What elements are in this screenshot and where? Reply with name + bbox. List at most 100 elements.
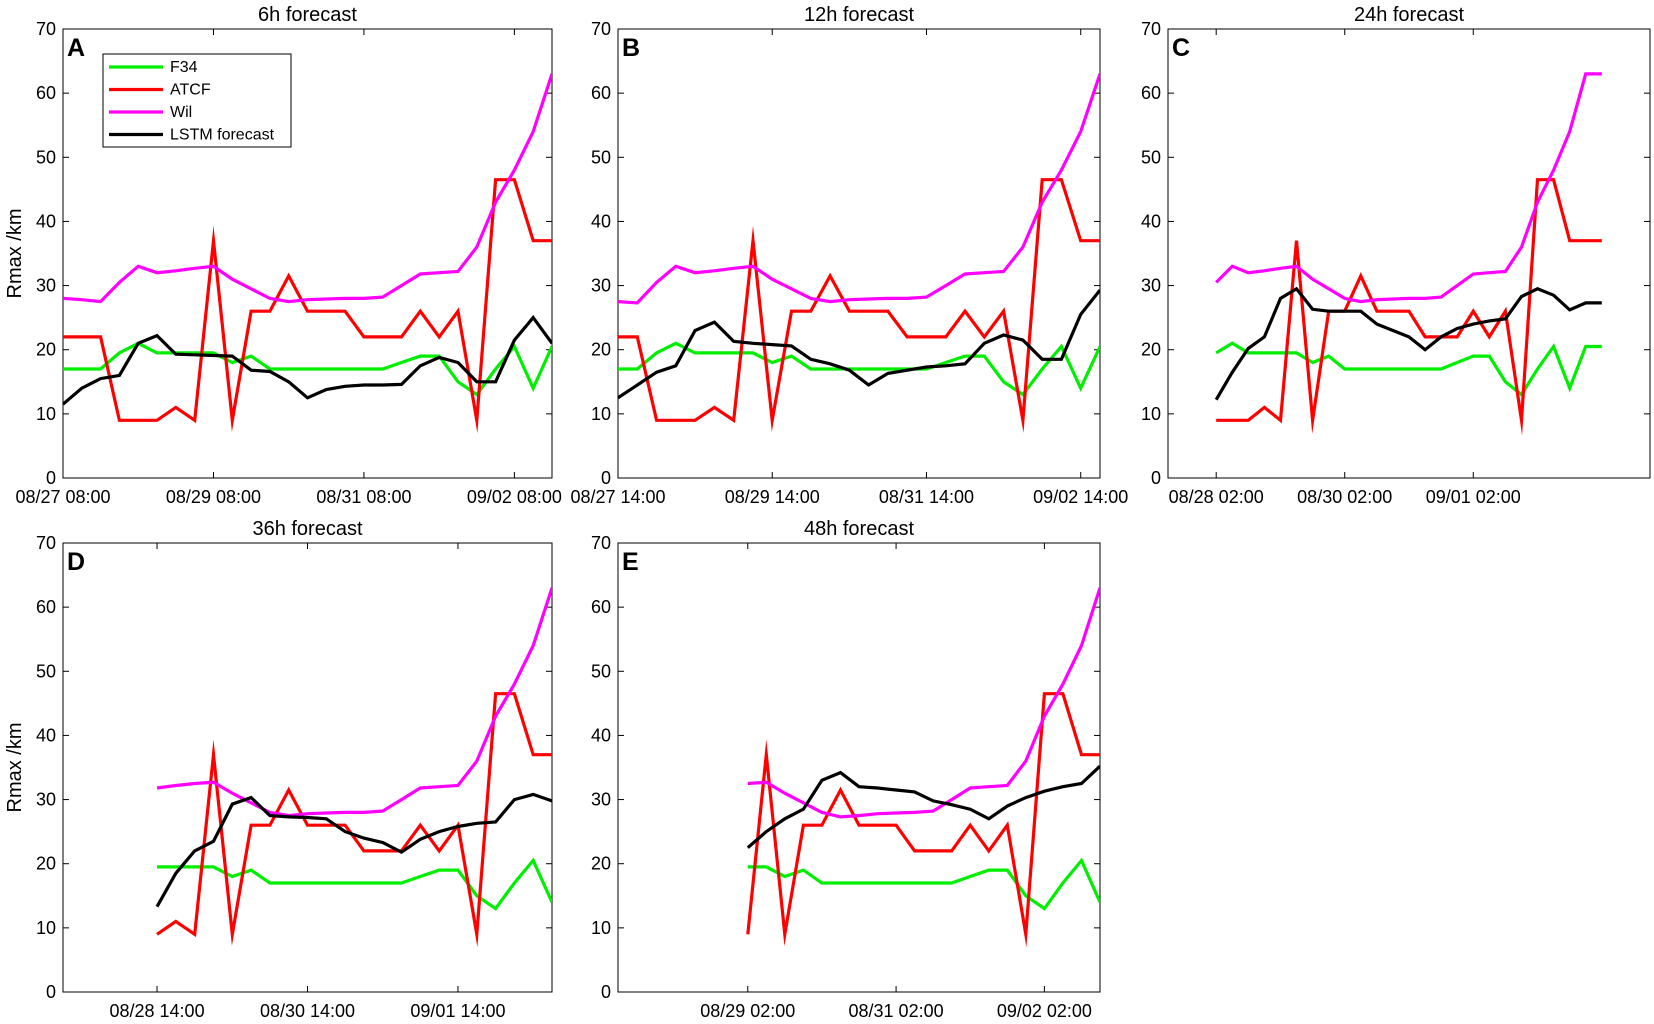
panel-d: 36h forecast 0 10 20 30 40 50 60 70 08/28 14:00 08… (4, 518, 553, 1021)
x-tick-label: 08/30 02:00 (1297, 487, 1392, 507)
y-tick-label: 10 (591, 404, 611, 424)
y-tick-label: 70 (36, 533, 56, 553)
x-tick-label: 08/28 02:00 (1169, 487, 1264, 507)
y-tick-label: 30 (591, 790, 611, 810)
series-line-wil (63, 73, 552, 304)
series-line-lstm-forecast (746, 765, 1100, 849)
y-tick-label: 50 (36, 661, 56, 681)
panel-title: 6h forecast (258, 4, 357, 26)
panel-b: 12h forecast 0 10 20 30 40 50 60 70 08/27 14:00 08… (570, 4, 1128, 507)
y-tick-label: 40 (591, 725, 611, 745)
legend-box (102, 53, 292, 148)
series-line-lstm-forecast (1214, 286, 1602, 401)
y-tick-label: 30 (36, 790, 56, 810)
y-tick-label: 10 (1141, 404, 1161, 424)
y-tick-label: 30 (1141, 276, 1161, 296)
y-axis-label: Rmax /km (4, 723, 26, 813)
x-tick-label: 09/02 02:00 (997, 1001, 1092, 1021)
series-line-atcf (1216, 178, 1602, 436)
panel-title: 36h forecast (252, 518, 363, 540)
y-tick-label: 20 (36, 854, 56, 874)
series-line-atcf (618, 178, 1100, 433)
series-line-atcf (156, 692, 552, 948)
x-tick-label: 08/27 14:00 (570, 487, 665, 507)
panel-letter: D (67, 548, 85, 576)
y-tick-label: 50 (36, 147, 56, 167)
series-line-lstm-forecast (618, 289, 1100, 400)
series-line-lstm-forecast (155, 792, 552, 908)
y-tick-label: 70 (591, 533, 611, 553)
series-line-f34 (747, 857, 1100, 911)
panel-title: 48h forecast (804, 518, 915, 540)
y-tick-label: 10 (36, 918, 56, 938)
x-tick-label: 08/28 14:00 (109, 1001, 204, 1021)
x-tick-label: 09/01 02:00 (1426, 487, 1521, 507)
y-tick-label: 20 (36, 340, 56, 360)
series-line-f34 (1215, 341, 1602, 397)
x-tick-label: 09/02 08:00 (467, 487, 562, 507)
x-tick-label: 08/29 02:00 (700, 1001, 795, 1021)
y-tick-label: 30 (591, 276, 611, 296)
panel-title: 12h forecast (804, 4, 915, 26)
axes-box (62, 28, 553, 479)
panel-title: 24h forecast (1354, 4, 1465, 26)
legend-label: F34 (170, 59, 198, 76)
panel-a: 6h forecast 0 10 20 30 40 50 60 70 08/27 08:00 08/… (4, 4, 562, 507)
y-tick-label: 50 (591, 147, 611, 167)
series-group (63, 73, 552, 434)
series-group (746, 587, 1100, 948)
y-tick-label: 0 (46, 468, 56, 488)
y-tick-label: 10 (591, 918, 611, 938)
y-tick-label: 0 (1151, 468, 1161, 488)
y-tick-label: 60 (591, 83, 611, 103)
series-line-f34 (157, 857, 552, 911)
y-tick-label: 50 (591, 661, 611, 681)
y-tick-label: 40 (36, 725, 56, 745)
y-axis-label: Rmax /km (4, 209, 26, 299)
y-tick-label: 0 (601, 468, 611, 488)
panel-c: 24h forecast 0 10 20 30 40 50 60 70 08/28 02:00 08… (1141, 4, 1651, 507)
series-line-wil (747, 587, 1100, 819)
x-tick-label: 08/27 08:00 (15, 487, 110, 507)
y-tick-label: 70 (36, 19, 56, 39)
x-tick-label: 08/31 08:00 (316, 487, 411, 507)
series-line-atcf (63, 178, 552, 434)
series-line-wil (1215, 72, 1602, 304)
y-tick-label: 60 (36, 597, 56, 617)
x-tick-label: 08/30 14:00 (260, 1001, 355, 1021)
panel-letter: C (1172, 34, 1190, 62)
y-tick-label: 40 (36, 211, 56, 231)
series-group (155, 587, 552, 948)
y-tick-label: 60 (1141, 83, 1161, 103)
y-tick-label: 0 (601, 982, 611, 1002)
y-tick-label: 40 (591, 211, 611, 231)
series-group (618, 73, 1100, 433)
series-line-wil (156, 587, 552, 818)
panel-letter: E (622, 548, 639, 576)
x-tick-label: 09/02 14:00 (1033, 487, 1128, 507)
y-tick-label: 40 (1141, 211, 1161, 231)
panel-letter: A (67, 34, 85, 62)
legend-label: ATCF (170, 82, 211, 99)
x-tick-label: 08/29 14:00 (725, 487, 820, 507)
series-group (1214, 72, 1602, 436)
legend-label: LSTM forecast (170, 127, 275, 144)
y-tick-label: 70 (1141, 19, 1161, 39)
axes-box (1167, 28, 1651, 479)
y-tick-label: 60 (36, 83, 56, 103)
panel-e: 48h forecast 0 10 20 30 40 50 60 70 08/29 02:00 08… (591, 518, 1101, 1021)
series-line-f34 (618, 341, 1100, 397)
y-tick-label: 70 (591, 19, 611, 39)
y-tick-label: 50 (1141, 147, 1161, 167)
x-tick-label: 08/29 08:00 (166, 487, 261, 507)
x-tick-label: 08/31 14:00 (879, 487, 974, 507)
x-tick-label: 08/31 02:00 (849, 1001, 944, 1021)
y-tick-label: 10 (36, 404, 56, 424)
y-tick-label: 30 (36, 276, 56, 296)
y-tick-label: 20 (591, 854, 611, 874)
legend: F34 ATCF Wil LSTM forecast (102, 53, 292, 148)
series-line-wil (618, 73, 1100, 305)
y-tick-label: 20 (591, 340, 611, 360)
series-line-atcf (746, 692, 1100, 948)
